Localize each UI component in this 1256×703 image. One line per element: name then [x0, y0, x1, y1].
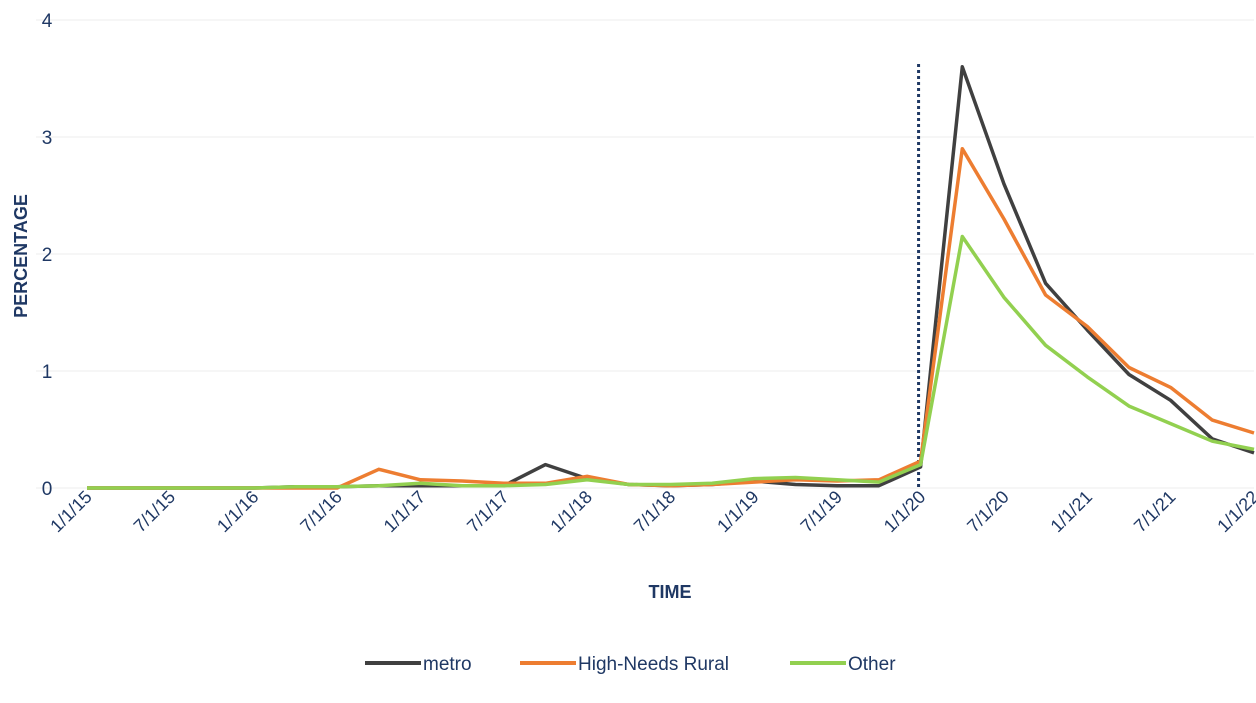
x-tick-label: 1/1/22 [1213, 487, 1256, 537]
legend-label: metro [423, 654, 472, 675]
y-tick-label: 4 [42, 11, 53, 32]
y-axis-title: PERCENTAGE [11, 194, 31, 318]
x-axis-ticks: 1/1/15 7/1/15 1/1/16 7/1/16 1/1/17 7/1/17 1/1/… [46, 487, 1256, 537]
x-tick-label: 7/1/20 [963, 487, 1013, 537]
x-tick-label: 1/1/17 [380, 487, 430, 537]
series-line-high-needs-rural [87, 146, 1255, 490]
x-tick-label: 7/1/19 [797, 487, 847, 537]
x-tick-label: 1/1/15 [46, 487, 96, 537]
x-tick-label: 1/1/20 [880, 487, 930, 537]
x-tick-label: 7/1/16 [296, 487, 346, 537]
legend-label: High-Needs Rural [578, 654, 729, 675]
x-tick-label: 1/1/19 [713, 487, 763, 537]
series-group [87, 65, 1255, 490]
legend-label: Other [848, 654, 896, 675]
x-tick-label: 7/1/17 [463, 487, 513, 537]
x-tick-label: 7/1/18 [630, 487, 680, 537]
y-tick-label: 1 [42, 362, 53, 383]
gridlines [36, 19, 1254, 489]
y-tick-label: 2 [42, 245, 53, 266]
legend: metro High-Needs Rural Other [365, 654, 896, 675]
y-tick-label: 3 [42, 128, 53, 149]
x-tick-label: 7/1/15 [130, 487, 180, 537]
y-axis-ticks: 0 1 2 3 4 [42, 11, 53, 500]
y-tick-label: 0 [42, 479, 53, 500]
x-tick-label: 1/1/18 [546, 487, 596, 537]
x-tick-label: 1/1/21 [1047, 487, 1097, 537]
series-line-metro [87, 65, 1255, 490]
x-axis-title: TIME [649, 582, 692, 602]
x-tick-label: 7/1/21 [1130, 487, 1180, 537]
series-line-other [87, 234, 1255, 490]
x-tick-label: 1/1/16 [213, 487, 263, 537]
